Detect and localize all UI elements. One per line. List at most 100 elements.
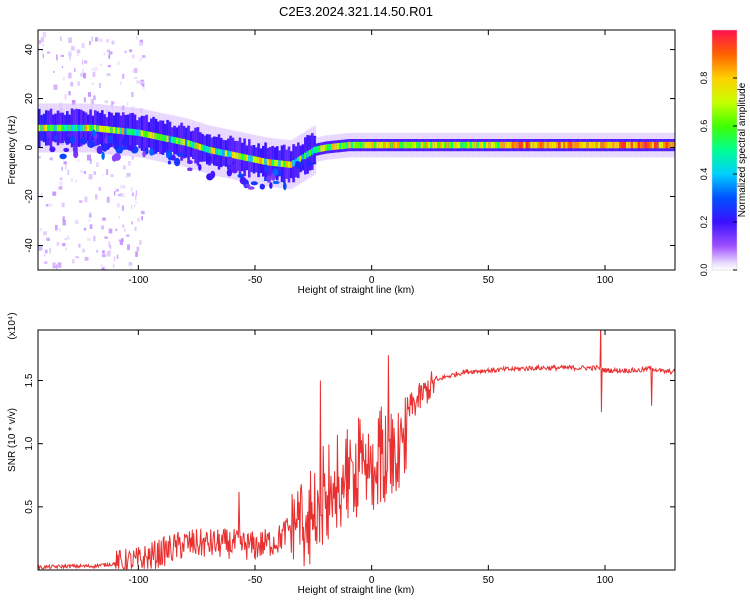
- heatmap-cell: [283, 182, 287, 191]
- heatmap-cell: [87, 124, 90, 132]
- heatmap-cell: [62, 243, 66, 247]
- heatmap-cell: [595, 141, 599, 149]
- heatmap-cell: [39, 227, 42, 232]
- heatmap-cell: [75, 179, 77, 183]
- heatmap-cell: [395, 141, 398, 149]
- heatmap-cell: [530, 141, 534, 149]
- heatmap-cell: [56, 124, 60, 132]
- heatmap-cell: [437, 141, 440, 149]
- heatmap-cell: [54, 134, 58, 141]
- heatmap-cell: [362, 141, 366, 149]
- snr-y-tick-label: 0.5: [24, 499, 35, 513]
- heatmap-cell: [136, 80, 140, 84]
- heatmap-cell: [397, 141, 401, 149]
- heatmap-cell: [157, 133, 160, 140]
- heatmap-cell: [504, 141, 508, 149]
- heatmap-cell: [108, 241, 110, 248]
- heatmap-cell: [231, 168, 238, 174]
- heatmap-cell: [276, 160, 279, 167]
- heatmap-cell: [637, 141, 641, 149]
- heatmap-cell: [462, 141, 466, 149]
- heatmap-cell: [371, 141, 375, 149]
- heatmap-cell: [497, 141, 501, 149]
- heatmap-cell: [79, 200, 83, 203]
- heatmap-cell: [96, 162, 99, 167]
- heatmap-cell: [63, 161, 67, 165]
- heatmap-cell: [460, 141, 464, 149]
- colorbar-label: Normalized spectral amplitude: [737, 82, 748, 217]
- heatmap-cell: [364, 141, 368, 149]
- heatmap-cell: [99, 38, 103, 43]
- heatmap-cell: [376, 141, 380, 149]
- heatmap-cell: [84, 196, 88, 203]
- heatmap-cell: [87, 154, 91, 161]
- heatmap-cell: [114, 191, 116, 196]
- heatmap-cell: [49, 157, 53, 160]
- heatmap-cell: [621, 141, 625, 149]
- heatmap-cell: [544, 141, 548, 149]
- heatmap-cell: [70, 46, 75, 51]
- heatmap-cell: [83, 72, 86, 79]
- heatmap-cell: [78, 243, 81, 248]
- heatmap-cell: [154, 133, 158, 140]
- heatmap-cell: [89, 41, 91, 46]
- heatmap-cell: [542, 141, 545, 149]
- heatmap-cell: [96, 145, 103, 155]
- heatmap-cell: [141, 80, 145, 85]
- heatmap-cell: [357, 141, 361, 149]
- heatmap-cell: [348, 141, 352, 149]
- heatmap-cell: [167, 160, 171, 165]
- heatmap-cell: [255, 156, 258, 163]
- heatmap-cell: [278, 160, 282, 167]
- snr-y-tick-label: 1.5: [24, 373, 35, 387]
- heatmap-cell: [285, 161, 289, 168]
- heatmap-cell: [83, 97, 86, 103]
- heatmap-cell: [623, 141, 627, 149]
- heatmap-cell: [446, 141, 450, 149]
- heatmap-cell: [130, 267, 133, 270]
- heatmap-cell: [64, 238, 68, 241]
- heatmap-cell: [92, 71, 96, 77]
- heatmap-cell: [41, 50, 43, 54]
- heatmap-cell: [40, 124, 44, 132]
- heatmap-cell: [341, 142, 345, 150]
- heatmap-cell: [106, 73, 111, 76]
- heatmap-cell: [224, 150, 228, 157]
- spectrogram-axes: -100 -50 0 50 100 -40 -20 0 20 40: [24, 30, 675, 286]
- heatmap-cell: [125, 175, 129, 179]
- heatmap-cell: [113, 140, 119, 150]
- heatmap-cell: [39, 39, 41, 45]
- heatmap-cell: [117, 127, 121, 134]
- heatmap-cell: [127, 244, 130, 250]
- heatmap-cell: [600, 141, 604, 149]
- heatmap-cell: [619, 141, 622, 149]
- spectrogram-x-tick-label: -100: [128, 275, 148, 286]
- heatmap-cell: [142, 150, 146, 158]
- heatmap-cell: [586, 141, 590, 149]
- heatmap-cell: [92, 129, 96, 137]
- heatmap-cell: [556, 141, 559, 149]
- heatmap-cell: [306, 161, 314, 166]
- heatmap-cell: [111, 154, 117, 162]
- heatmap-cell: [259, 157, 263, 164]
- heatmap-cell: [642, 141, 646, 149]
- heatmap-cell: [142, 55, 146, 58]
- heatmap-cell: [134, 76, 138, 79]
- heatmap-cell: [598, 141, 601, 149]
- heatmap-cell: [565, 141, 569, 149]
- heatmap-cell: [546, 141, 550, 149]
- heatmap-cell: [38, 156, 41, 159]
- heatmap-cell: [206, 146, 209, 153]
- spectrogram-frame: [37, 29, 676, 271]
- spectrogram-x-tick-label: 100: [597, 275, 614, 286]
- heatmap-cell: [523, 141, 527, 149]
- heatmap-cell: [101, 151, 105, 160]
- heatmap-cell: [76, 53, 80, 57]
- heatmap-cell: [479, 141, 482, 149]
- heatmap-cell: [668, 141, 671, 149]
- heatmap-cell: [651, 141, 655, 149]
- heatmap-cell: [77, 159, 80, 162]
- heatmap-cell: [444, 141, 447, 149]
- heatmap-cell: [139, 240, 142, 245]
- heatmap-cell: [120, 81, 122, 86]
